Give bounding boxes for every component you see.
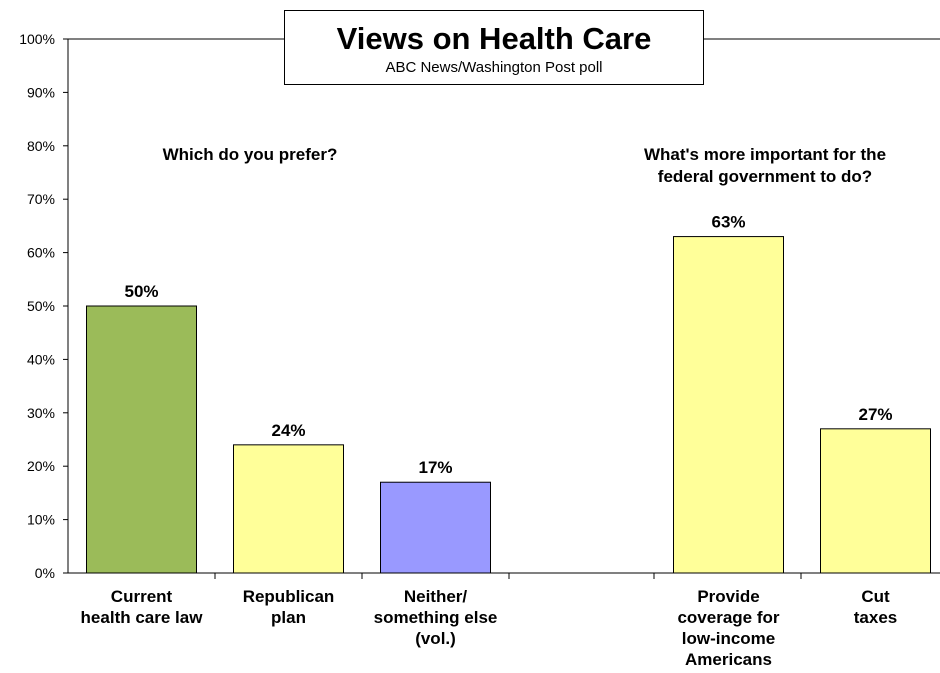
x-category-label: coverage for <box>677 608 779 627</box>
title-box: Views on Health Care ABC News/Washington… <box>284 10 704 85</box>
x-category-label: Current <box>111 587 173 606</box>
y-tick-label: 60% <box>27 245 55 261</box>
bar <box>380 481 491 574</box>
y-tick-label: 30% <box>27 405 55 421</box>
x-category-label: Americans <box>685 650 772 669</box>
question-important-line-1: What's more important for the <box>643 145 887 164</box>
x-category-label: low-income <box>682 629 776 648</box>
x-category-label: taxes <box>854 608 897 627</box>
bar-value-label: 50% <box>124 282 158 301</box>
bar <box>86 305 197 574</box>
x-category-label: Republican <box>243 587 335 606</box>
x-category-label: Provide <box>697 587 759 606</box>
x-category-label: (vol.) <box>415 629 456 648</box>
bar <box>820 428 931 574</box>
bar-value-label: 17% <box>418 458 452 477</box>
y-tick-label: 70% <box>27 191 55 207</box>
bar-value-label: 63% <box>711 213 745 232</box>
bar-value-label: 24% <box>271 421 305 440</box>
y-tick-label: 40% <box>27 351 55 367</box>
bar <box>233 444 344 574</box>
question-prefer: Which do you prefer? <box>90 144 410 166</box>
y-tick-label: 100% <box>19 31 55 47</box>
x-category-label: something else <box>374 608 498 627</box>
y-tick-label: 50% <box>27 298 55 314</box>
x-category-label: plan <box>271 608 306 627</box>
y-tick-label: 20% <box>27 458 55 474</box>
bar-value-label: 27% <box>858 405 892 424</box>
chart-subtitle: ABC News/Washington Post poll <box>385 59 603 76</box>
question-important-line-2: federal government to do? <box>657 167 873 186</box>
bar <box>673 236 784 574</box>
x-category-label: Cut <box>861 587 890 606</box>
x-category-label: health care law <box>81 608 204 627</box>
question-prefer-line: Which do you prefer? <box>162 145 338 164</box>
x-category-label: Neither/ <box>404 587 468 606</box>
y-tick-label: 90% <box>27 84 55 100</box>
chart-title: Views on Health Care <box>336 21 652 56</box>
y-tick-label: 0% <box>35 565 55 581</box>
question-important: What's more important for the federal go… <box>600 144 930 188</box>
y-tick-label: 80% <box>27 138 55 154</box>
y-tick-label: 10% <box>27 512 55 528</box>
